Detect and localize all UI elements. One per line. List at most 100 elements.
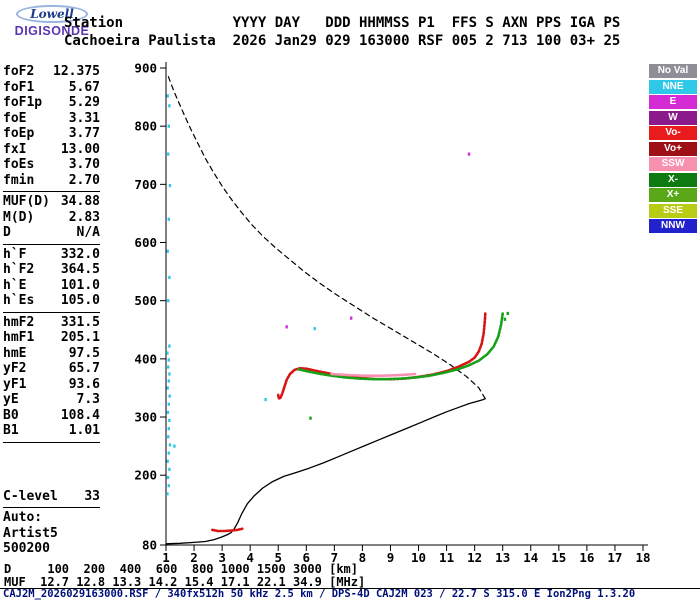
parameter-label: fxI (3, 141, 27, 157)
parameter-row-d: D N/A (3, 225, 100, 241)
parameter-label: yF2 (3, 361, 27, 376)
direction-color-legend: No Val NNE E W Vo- Vo+ SSW X- X+ SSE NNW (649, 64, 697, 235)
parameter-value: 3.77 (68, 126, 100, 141)
parameter-value: 33 (84, 488, 100, 504)
svg-text:9: 9 (387, 550, 395, 565)
svg-text:4: 4 (246, 550, 254, 565)
parameter-row-md: M(D) 2.83 (3, 210, 100, 226)
parameter-label: hmE (3, 345, 27, 361)
series-noise-nne (166, 94, 316, 496)
parameter-row-hf: h`F 332.0 (3, 247, 100, 263)
parameter-row-foe: foE 3.31 (3, 111, 100, 127)
svg-text:11: 11 (439, 550, 454, 565)
parameter-value: 93.6 (68, 376, 100, 392)
svg-text:18: 18 (635, 550, 650, 565)
parameter-value: 105.0 (60, 293, 100, 308)
parameter-label: yF1 (3, 376, 27, 392)
parameter-row-hes: h`Es 105.0 (3, 293, 100, 309)
svg-text:80: 80 (142, 538, 157, 553)
series-stray-echoes-x (309, 311, 509, 420)
parameter-row-500200: 500200 (3, 541, 100, 557)
svg-text:700: 700 (134, 177, 157, 192)
parameter-row-fmin: fmin 2.70 (3, 173, 100, 189)
legend-item-vo-: Vo- (649, 126, 697, 140)
series-true-height-profile (165, 398, 486, 545)
parameter-row-hf2: h`F2 364.5 (3, 262, 100, 278)
parameter-label: yE (3, 392, 19, 407)
parameter-label: 500200 (3, 541, 50, 556)
series-stray-echoes-e (285, 152, 471, 329)
parameter-group-5: Auto: Artist5 500200 (3, 508, 100, 560)
parameter-value: 332.0 (60, 246, 100, 262)
svg-text:200: 200 (134, 468, 157, 483)
parameter-group-3: hmF2 331.5 hmF1 205.1 hmE 97.5 yF2 65.7 yF1 93.6 y… (3, 313, 100, 443)
parameter-value: 108.4 (60, 407, 100, 423)
svg-text:900: 900 (134, 61, 157, 76)
parameter-row-mufd: MUF(D) 34.88 (3, 194, 100, 210)
parameter-value: 364.5 (60, 262, 100, 277)
parameter-group-2: h`F 332.0 h`F2 364.5 h`E 101.0 h`Es 105.0 (3, 245, 100, 313)
series-f-trace-x-mode (297, 312, 505, 381)
series-f-trace-o-mode (276, 312, 487, 400)
svg-text:13: 13 (495, 550, 510, 565)
parameter-row-hme: hmE 97.5 (3, 346, 100, 362)
parameter-panel: foF2 12.375 foF1 5.67 foF1p 5.29 foE 3.31 foEp 3.… (3, 62, 100, 560)
parameter-label: hmF2 (3, 314, 35, 330)
file-caption: CAJ2M_2026029163000.RSF / 340fx512h 50 k… (3, 588, 636, 600)
muf-distance-row: D 100 200 400 600 800 1000 1500 3000 [km… (4, 562, 359, 576)
parameter-label: foE (3, 110, 27, 126)
parameter-label: h`F2 (3, 262, 35, 277)
parameter-value: 65.7 (68, 361, 100, 376)
header-station-values: Cachoeira Paulista 2026 Jan29 029 163000… (64, 33, 621, 49)
parameter-label: B1 (3, 423, 19, 438)
footer-divider (0, 588, 700, 589)
parameter-label: C-level (3, 488, 58, 504)
legend-item-nne: NNE (649, 79, 697, 94)
svg-text:10: 10 (411, 550, 426, 565)
legend-item-x-: X- (649, 172, 697, 187)
parameter-group-1: MUF(D) 34.88 M(D) 2.83 D N/A (3, 192, 100, 245)
logo-lowell-text: Lowell (16, 5, 88, 23)
parameter-label: foF1 (3, 79, 35, 95)
parameter-row-foes: foEs 3.70 (3, 157, 100, 173)
parameter-value: 2.83 (68, 209, 100, 225)
svg-text:3: 3 (218, 550, 226, 565)
header-field-names: Station YYYY DAY DDD HHMMSS P1 FFS S AXN… (64, 15, 621, 31)
parameter-value: 101.0 (60, 277, 100, 293)
legend-item-ssw: SSW (649, 157, 697, 171)
legend-item-e: E (649, 95, 697, 109)
parameter-label: M(D) (3, 209, 35, 225)
parameter-label: Auto: (3, 510, 43, 525)
parameter-row-b1: B1 1.01 (3, 423, 100, 439)
parameter-row-clevel: C-level 33 (3, 489, 100, 505)
lowell-digisonde-logo: Lowell DIGISONDE (6, 3, 98, 38)
logo-digisonde-text: DIGISONDE (14, 24, 90, 38)
parameter-label: foEs (3, 157, 35, 172)
parameter-value: 331.5 (60, 314, 100, 330)
parameter-group-0: foF2 12.375 foF1 5.67 foF1p 5.29 foE 3.31 foEp 3.… (3, 62, 100, 192)
parameter-label: fmin (3, 172, 35, 188)
parameter-label: h`F (3, 246, 27, 262)
parameter-label: Artist5 (3, 525, 58, 541)
svg-text:16: 16 (579, 550, 594, 565)
svg-text:15: 15 (551, 550, 566, 565)
parameter-group-4: C-level 33 (3, 487, 100, 508)
parameter-label: B0 (3, 407, 19, 423)
svg-text:12: 12 (467, 550, 482, 565)
legend-item-sse: SSE (649, 203, 697, 218)
parameter-row-he: h`E 101.0 (3, 278, 100, 294)
parameter-label: h`E (3, 277, 27, 293)
svg-text:17: 17 (607, 550, 622, 565)
parameter-value: 34.88 (60, 194, 100, 209)
legend-item-vo+: Vo+ (649, 141, 697, 156)
svg-text:8: 8 (359, 550, 367, 565)
svg-text:500: 500 (134, 293, 157, 308)
parameter-row-fof2: foF2 12.375 (3, 64, 100, 80)
series-es-trace (211, 527, 244, 533)
legend-item-x+: X+ (649, 188, 697, 202)
svg-text:300: 300 (134, 410, 157, 425)
parameter-label: MUF(D) (3, 194, 50, 209)
